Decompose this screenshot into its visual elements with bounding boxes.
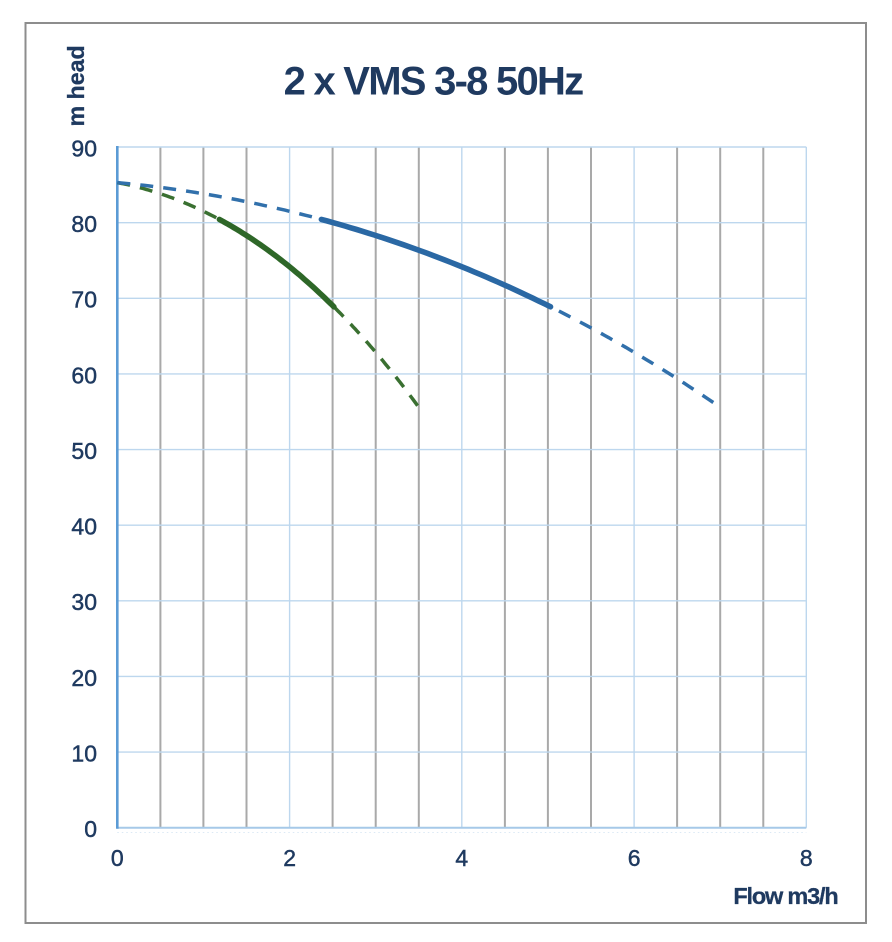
svg-text:40: 40 <box>71 514 97 540</box>
svg-text:10: 10 <box>71 741 97 767</box>
svg-text:0: 0 <box>111 845 124 871</box>
svg-text:70: 70 <box>71 287 97 313</box>
svg-text:50: 50 <box>71 438 97 464</box>
svg-text:20: 20 <box>71 665 97 691</box>
svg-text:2 x VMS 3-8 50Hz: 2 x VMS 3-8 50Hz <box>284 60 584 104</box>
svg-text:Flow m3/h: Flow m3/h <box>733 883 837 909</box>
svg-text:60: 60 <box>71 362 97 388</box>
svg-text:30: 30 <box>71 589 97 615</box>
svg-text:m head: m head <box>63 45 89 126</box>
svg-text:6: 6 <box>628 845 641 871</box>
svg-text:80: 80 <box>71 211 97 237</box>
svg-text:2: 2 <box>283 845 296 871</box>
svg-text:0: 0 <box>84 816 97 842</box>
svg-text:4: 4 <box>455 845 468 871</box>
svg-text:8: 8 <box>800 845 813 871</box>
svg-text:90: 90 <box>71 135 97 161</box>
